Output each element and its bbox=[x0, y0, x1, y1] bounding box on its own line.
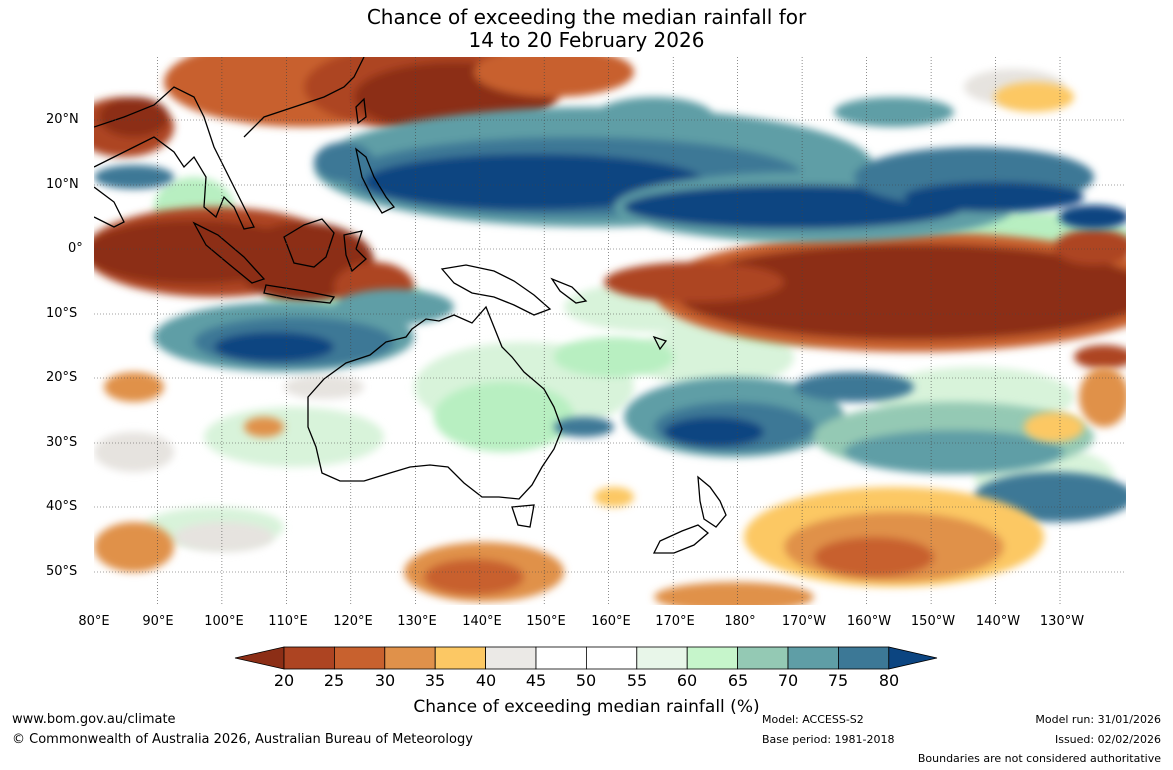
lon-label-130w: 130°W bbox=[1039, 614, 1085, 629]
map-title-line2: 14 to 20 February 2026 bbox=[468, 28, 705, 52]
colorbar-tick-80: 80 bbox=[878, 671, 900, 690]
lon-label-140w: 140°W bbox=[975, 614, 1021, 629]
new-guinea-coastline bbox=[440, 264, 552, 316]
lon-label-120e: 120°E bbox=[333, 614, 373, 629]
colorbar-tick-20: 20 bbox=[273, 671, 295, 690]
lat-label-50s: 50°S bbox=[46, 564, 78, 579]
lat-label-10s: 10°S bbox=[46, 306, 78, 321]
colorbar bbox=[234, 646, 938, 670]
dry-band-pacific bbox=[604, 229, 1126, 369]
sulawesi-coastline bbox=[343, 230, 367, 273]
lat-label-10n: 10°N bbox=[46, 177, 79, 192]
new-zealand-south-coastline bbox=[652, 524, 710, 554]
colorbar-tick-50: 50 bbox=[575, 671, 597, 690]
lon-label-90e: 90°E bbox=[142, 614, 174, 629]
colorbar-segment-65 bbox=[737, 646, 789, 670]
lon-label-100e: 100°E bbox=[204, 614, 244, 629]
graticule bbox=[94, 57, 1126, 605]
model-run-text: Model run: 31/01/2026 bbox=[1035, 713, 1161, 726]
copyright-text: © Commonwealth of Australia 2026, Austra… bbox=[12, 732, 473, 747]
colorbar-segment-25 bbox=[334, 646, 386, 670]
base-period-text: Base period: 1981-2018 bbox=[762, 733, 895, 746]
colorbar-max-arrow bbox=[888, 646, 938, 670]
rainfall-map bbox=[94, 57, 1126, 605]
colorbar-label: Chance of exceeding median rainfall (%) bbox=[413, 697, 760, 717]
coastlines bbox=[94, 57, 727, 554]
lat-label-20s: 20°S bbox=[46, 370, 78, 385]
issued-text: Issued: 02/02/2026 bbox=[1054, 733, 1161, 746]
colorbar-tick-30: 30 bbox=[374, 671, 396, 690]
australia-coastline bbox=[307, 305, 563, 500]
lat-label-20n: 20°N bbox=[46, 112, 79, 127]
wet-band-north bbox=[94, 97, 1126, 242]
colorbar-tick-55: 55 bbox=[626, 671, 648, 690]
colorbar-tick-25: 25 bbox=[323, 671, 345, 690]
fiji-coastline bbox=[652, 335, 668, 351]
colorbar-segment-55 bbox=[636, 646, 688, 670]
lat-label-0: 0° bbox=[68, 241, 83, 256]
colorbar-tick-65: 65 bbox=[727, 671, 749, 690]
lon-label-140e: 140°E bbox=[462, 614, 502, 629]
colorbar-tick-75: 75 bbox=[827, 671, 849, 690]
lat-label-40s: 40°S bbox=[46, 499, 78, 514]
china-coastline bbox=[243, 57, 365, 138]
lon-label-170w: 170°W bbox=[781, 614, 827, 629]
lon-label-160w: 160°W bbox=[846, 614, 892, 629]
sumatra-coastline bbox=[192, 221, 266, 284]
asia-mainland-coastline bbox=[94, 86, 255, 230]
lon-label-130e: 130°E bbox=[397, 614, 437, 629]
map-title-line1: Chance of exceeding the median rainfall … bbox=[366, 5, 807, 29]
rainfall-map-svg bbox=[94, 57, 1126, 605]
colorbar-tick-40: 40 bbox=[475, 671, 497, 690]
colorbar-segment-50 bbox=[585, 646, 638, 670]
colorbar-tick-45: 45 bbox=[525, 671, 547, 690]
new-zealand-north-coastline bbox=[697, 475, 727, 528]
lon-label-170e: 170°E bbox=[655, 614, 695, 629]
colorbar-min-arrow bbox=[234, 646, 285, 670]
colorbar-segment-30 bbox=[384, 646, 436, 670]
disclaimer-text: Boundaries are not considered authoritat… bbox=[917, 752, 1161, 765]
tasmania-coastline bbox=[511, 504, 535, 528]
model-text: Model: ACCESS-S2 bbox=[762, 713, 864, 726]
website-link[interactable]: www.bom.gov.au/climate bbox=[12, 712, 176, 727]
colorbar-segment-60 bbox=[686, 646, 739, 670]
lon-label-150w: 150°W bbox=[910, 614, 956, 629]
lon-label-160e: 160°E bbox=[591, 614, 631, 629]
lon-label-150e: 150°E bbox=[526, 614, 566, 629]
india-coastline bbox=[94, 186, 125, 228]
wet-band-south bbox=[154, 289, 1126, 522]
lon-label-110e: 110°E bbox=[268, 614, 308, 629]
lon-label-80e: 80°E bbox=[78, 614, 110, 629]
colorbar-segment-20 bbox=[283, 646, 335, 670]
colorbar-segment-35 bbox=[434, 646, 486, 670]
lon-label-180: 180° bbox=[724, 614, 756, 629]
colorbar-segment-45 bbox=[535, 646, 587, 670]
colorbar-tick-60: 60 bbox=[676, 671, 698, 690]
colorbar-tick-70: 70 bbox=[777, 671, 799, 690]
philippines-coastline bbox=[354, 147, 396, 214]
lat-label-30s: 30°S bbox=[46, 435, 78, 450]
borneo-coastline bbox=[283, 218, 335, 268]
colorbar-segment-70 bbox=[787, 646, 839, 670]
colorbar-segment-75 bbox=[838, 646, 890, 670]
colorbar-segment-40 bbox=[485, 646, 537, 670]
colorbar-tick-35: 35 bbox=[424, 671, 446, 690]
solomon-islands-coastline bbox=[550, 277, 588, 304]
dry-patches-south bbox=[94, 367, 1126, 605]
taiwan-coastline bbox=[355, 97, 367, 125]
java-coastline bbox=[263, 284, 336, 304]
dry-band-equator-west bbox=[94, 207, 414, 312]
